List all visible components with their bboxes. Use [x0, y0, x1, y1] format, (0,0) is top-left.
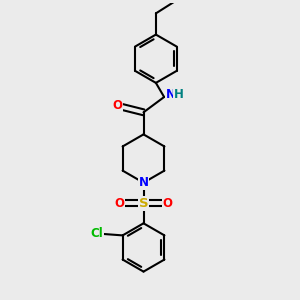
Text: Cl: Cl — [90, 227, 103, 240]
Text: O: O — [163, 197, 173, 210]
Text: O: O — [114, 197, 124, 210]
Text: H: H — [174, 88, 184, 101]
Text: N: N — [166, 88, 176, 101]
Text: N: N — [139, 176, 148, 189]
Text: O: O — [112, 99, 122, 112]
Text: S: S — [139, 197, 148, 210]
